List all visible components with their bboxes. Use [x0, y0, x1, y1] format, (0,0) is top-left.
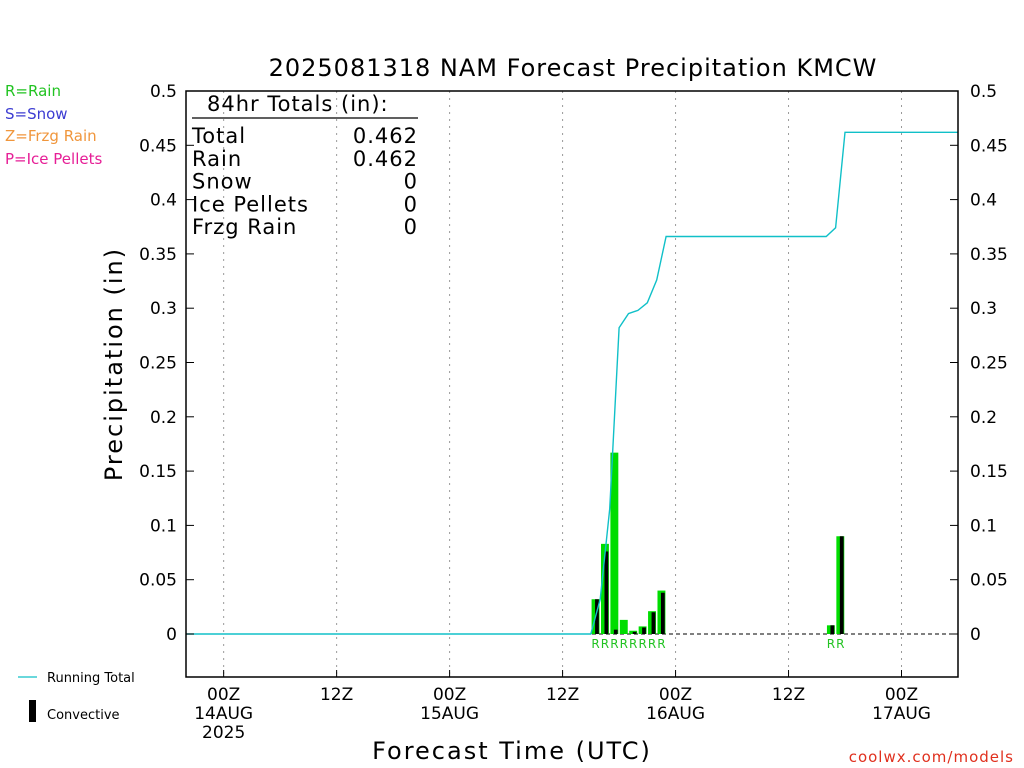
legend-rain: R=Rain	[5, 82, 61, 100]
y-tick-label-right: 0.35	[970, 245, 1008, 265]
totals-box: 84hr Totals (in): Total 0.462 Rain 0.462 Sno…	[191, 92, 418, 239]
x-tick-label: 17AUG	[872, 704, 931, 724]
y-axis-right: 0 0.05 0.1 0.15 0.2 0.25 0.3 0.35 0.4 0.45 0.5	[950, 82, 1008, 645]
totals-header: 84hr Totals (in):	[207, 92, 389, 116]
y-tick-label-left: 0.45	[139, 136, 177, 156]
totals-row-label: Total	[191, 124, 246, 148]
y-tick-label-right: 0.4	[970, 191, 997, 211]
y-tick-label-right: 0.5	[970, 82, 997, 102]
precip-type-marker: R	[827, 637, 835, 651]
totals-rows: Total 0.462 Rain 0.462 Snow 0 Ice Pellets 0 Frzg…	[191, 124, 418, 239]
series-legend: Running Total Convective	[18, 671, 135, 723]
precip-type-marker: R	[836, 637, 844, 651]
convective-bar	[830, 625, 835, 634]
convective-legend-swatch	[29, 700, 36, 722]
convective-bar	[642, 627, 646, 634]
precip-type-marker: R	[620, 637, 628, 651]
plot-frame	[185, 90, 959, 678]
totals-row-label: Frzg Rain	[192, 215, 297, 239]
y-tick-label-left: 0.3	[150, 299, 177, 319]
legend-frzg-rain: Z=Frzg Rain	[5, 127, 97, 145]
totals-row-label: Rain	[192, 147, 242, 171]
running-total-series	[186, 131, 958, 635]
x-tick-label: 12Z	[546, 685, 579, 705]
y-tick-label-right: 0.05	[970, 571, 1008, 591]
y-axis-left: 0 0.05 0.1 0.15 0.2 0.25 0.3 0.35 0.4 0.45 0.5	[139, 82, 194, 645]
y-tick-label-right: 0	[970, 625, 981, 645]
convective-bar	[660, 592, 665, 634]
y-tick-label-left: 0.2	[150, 408, 177, 428]
y-tick-label-right: 0.25	[970, 354, 1008, 374]
precip-type-marker: R	[638, 637, 646, 651]
type-legend: R=Rain S=Snow Z=Frzg Rain P=Ice Pellets	[5, 82, 102, 168]
x-tick-label: 2025	[202, 723, 245, 743]
legend-snow: S=Snow	[5, 105, 68, 123]
precip-type-marker: R	[629, 637, 637, 651]
y-tick-label-left: 0.1	[150, 516, 177, 536]
convective-bar	[632, 631, 637, 634]
totals-row-value: 0.462	[353, 147, 418, 171]
y-tick-label-right: 0.45	[970, 136, 1008, 156]
totals-row-label: Snow	[192, 170, 253, 194]
x-tick-label: 16AUG	[646, 704, 705, 724]
x-tick-label: 00Z	[433, 685, 466, 705]
x-tick-label: 00Z	[207, 685, 240, 705]
totals-row-label: Ice Pellets	[192, 192, 309, 216]
totals-row-value: 0	[404, 170, 418, 194]
grid-lines	[223, 91, 903, 677]
totals-row-value: 0	[404, 192, 418, 216]
convective-bar	[613, 629, 618, 634]
y-tick-label-right: 0.15	[970, 462, 1008, 482]
convective-bar	[651, 612, 656, 634]
precip-type-marker: R	[657, 637, 665, 651]
precip-type-marker: R	[648, 637, 656, 651]
rain-bar	[619, 619, 628, 634]
bar-series	[591, 452, 845, 634]
x-tick-label: 15AUG	[420, 704, 479, 724]
y-tick-label-right: 0.2	[970, 408, 997, 428]
y-tick-label-left: 0.35	[139, 245, 177, 265]
chart-title: 2025081318 NAM Forecast Precipitation KM…	[269, 54, 878, 82]
convective-bar	[604, 551, 609, 634]
y-tick-label-left: 0.25	[139, 354, 177, 374]
convective-bar	[595, 599, 599, 634]
credit-text: coolwx.com/models	[849, 748, 1014, 766]
rain-bar	[610, 452, 619, 634]
y-tick-label-left: 0.5	[150, 82, 177, 102]
convective-bar	[839, 536, 844, 634]
y-tick-label-left: 0.4	[150, 191, 177, 211]
running-total-legend-label: Running Total	[47, 671, 135, 686]
y-tick-label-right: 0.1	[970, 516, 997, 536]
totals-row-value: 0.462	[353, 124, 418, 148]
precip-type-marker: R	[601, 637, 609, 651]
precip-type-marker: R	[591, 637, 599, 651]
x-tick-label: 12Z	[772, 685, 805, 705]
totals-row-value: 0	[404, 215, 418, 239]
convective-legend-label: Convective	[47, 708, 120, 723]
y-tick-label-right: 0.3	[970, 299, 997, 319]
x-tick-label: 12Z	[320, 685, 353, 705]
y-tick-label-left: 0	[166, 625, 177, 645]
y-tick-label-left: 0.05	[139, 571, 177, 591]
x-tick-label: 14AUG	[194, 704, 253, 724]
x-tick-label: 00Z	[885, 685, 918, 705]
running-total-line	[186, 131, 958, 635]
x-tick-label: 00Z	[659, 685, 692, 705]
y-tick-label-left: 0.15	[139, 462, 177, 482]
y-axis-label: Precipitation (in)	[100, 247, 128, 481]
legend-ice-pellets: P=Ice Pellets	[5, 150, 102, 168]
x-axis-label: Forecast Time (UTC)	[372, 737, 652, 765]
precip-type-marker: R	[610, 637, 618, 651]
